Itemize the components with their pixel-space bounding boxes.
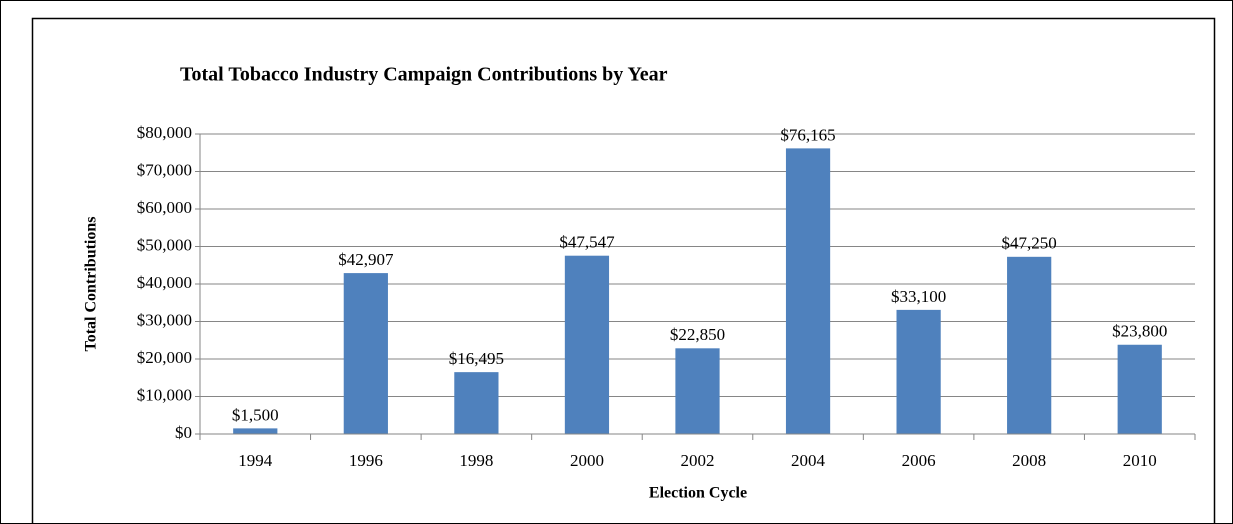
x-tick-label: 2000 (570, 451, 604, 470)
data-label: $33,100 (891, 287, 946, 306)
x-tick-label: 2006 (902, 451, 936, 470)
bar (675, 348, 720, 434)
x-tick-label: 2008 (1012, 451, 1046, 470)
chart-title: Total Tobacco Industry Campaign Contribu… (180, 64, 668, 86)
y-axis-label: Total Contributions (83, 217, 100, 352)
x-tick-label: 1996 (349, 451, 383, 470)
y-tick-label: $60,000 (137, 198, 192, 217)
data-label: $1,500 (232, 405, 279, 424)
data-label: $76,165 (780, 125, 835, 144)
x-tick-label: 2010 (1123, 451, 1157, 470)
bar (233, 428, 278, 434)
y-tick-label: $40,000 (137, 273, 192, 292)
data-label: $16,495 (449, 349, 504, 368)
y-tick-label: $50,000 (137, 235, 192, 254)
bar (1007, 256, 1052, 434)
bar (564, 255, 610, 434)
y-tick-label: $30,000 (137, 310, 192, 329)
data-label: $23,800 (1112, 322, 1167, 341)
bar (454, 372, 499, 434)
bar (785, 148, 831, 434)
y-tick-label: $10,000 (137, 385, 192, 404)
bar (343, 273, 388, 434)
x-tick-label: 1998 (459, 451, 493, 470)
data-label: $47,547 (559, 233, 615, 252)
data-label: $47,250 (1002, 234, 1057, 253)
x-tick-label: 2004 (791, 451, 826, 470)
x-axis-label: Election Cycle (649, 485, 747, 502)
x-tick-label: 1994 (238, 451, 273, 470)
chart-frame (31, 17, 1216, 524)
x-tick-label: 2002 (681, 451, 715, 470)
data-label: $42,907 (338, 250, 394, 269)
bar (1117, 344, 1162, 434)
y-tick-label: $70,000 (137, 160, 192, 179)
y-tick-label: $20,000 (137, 348, 192, 367)
bar (896, 309, 941, 434)
y-tick-label: $80,000 (137, 123, 192, 142)
y-tick-label: $0 (175, 423, 192, 442)
data-label: $22,850 (670, 325, 725, 344)
